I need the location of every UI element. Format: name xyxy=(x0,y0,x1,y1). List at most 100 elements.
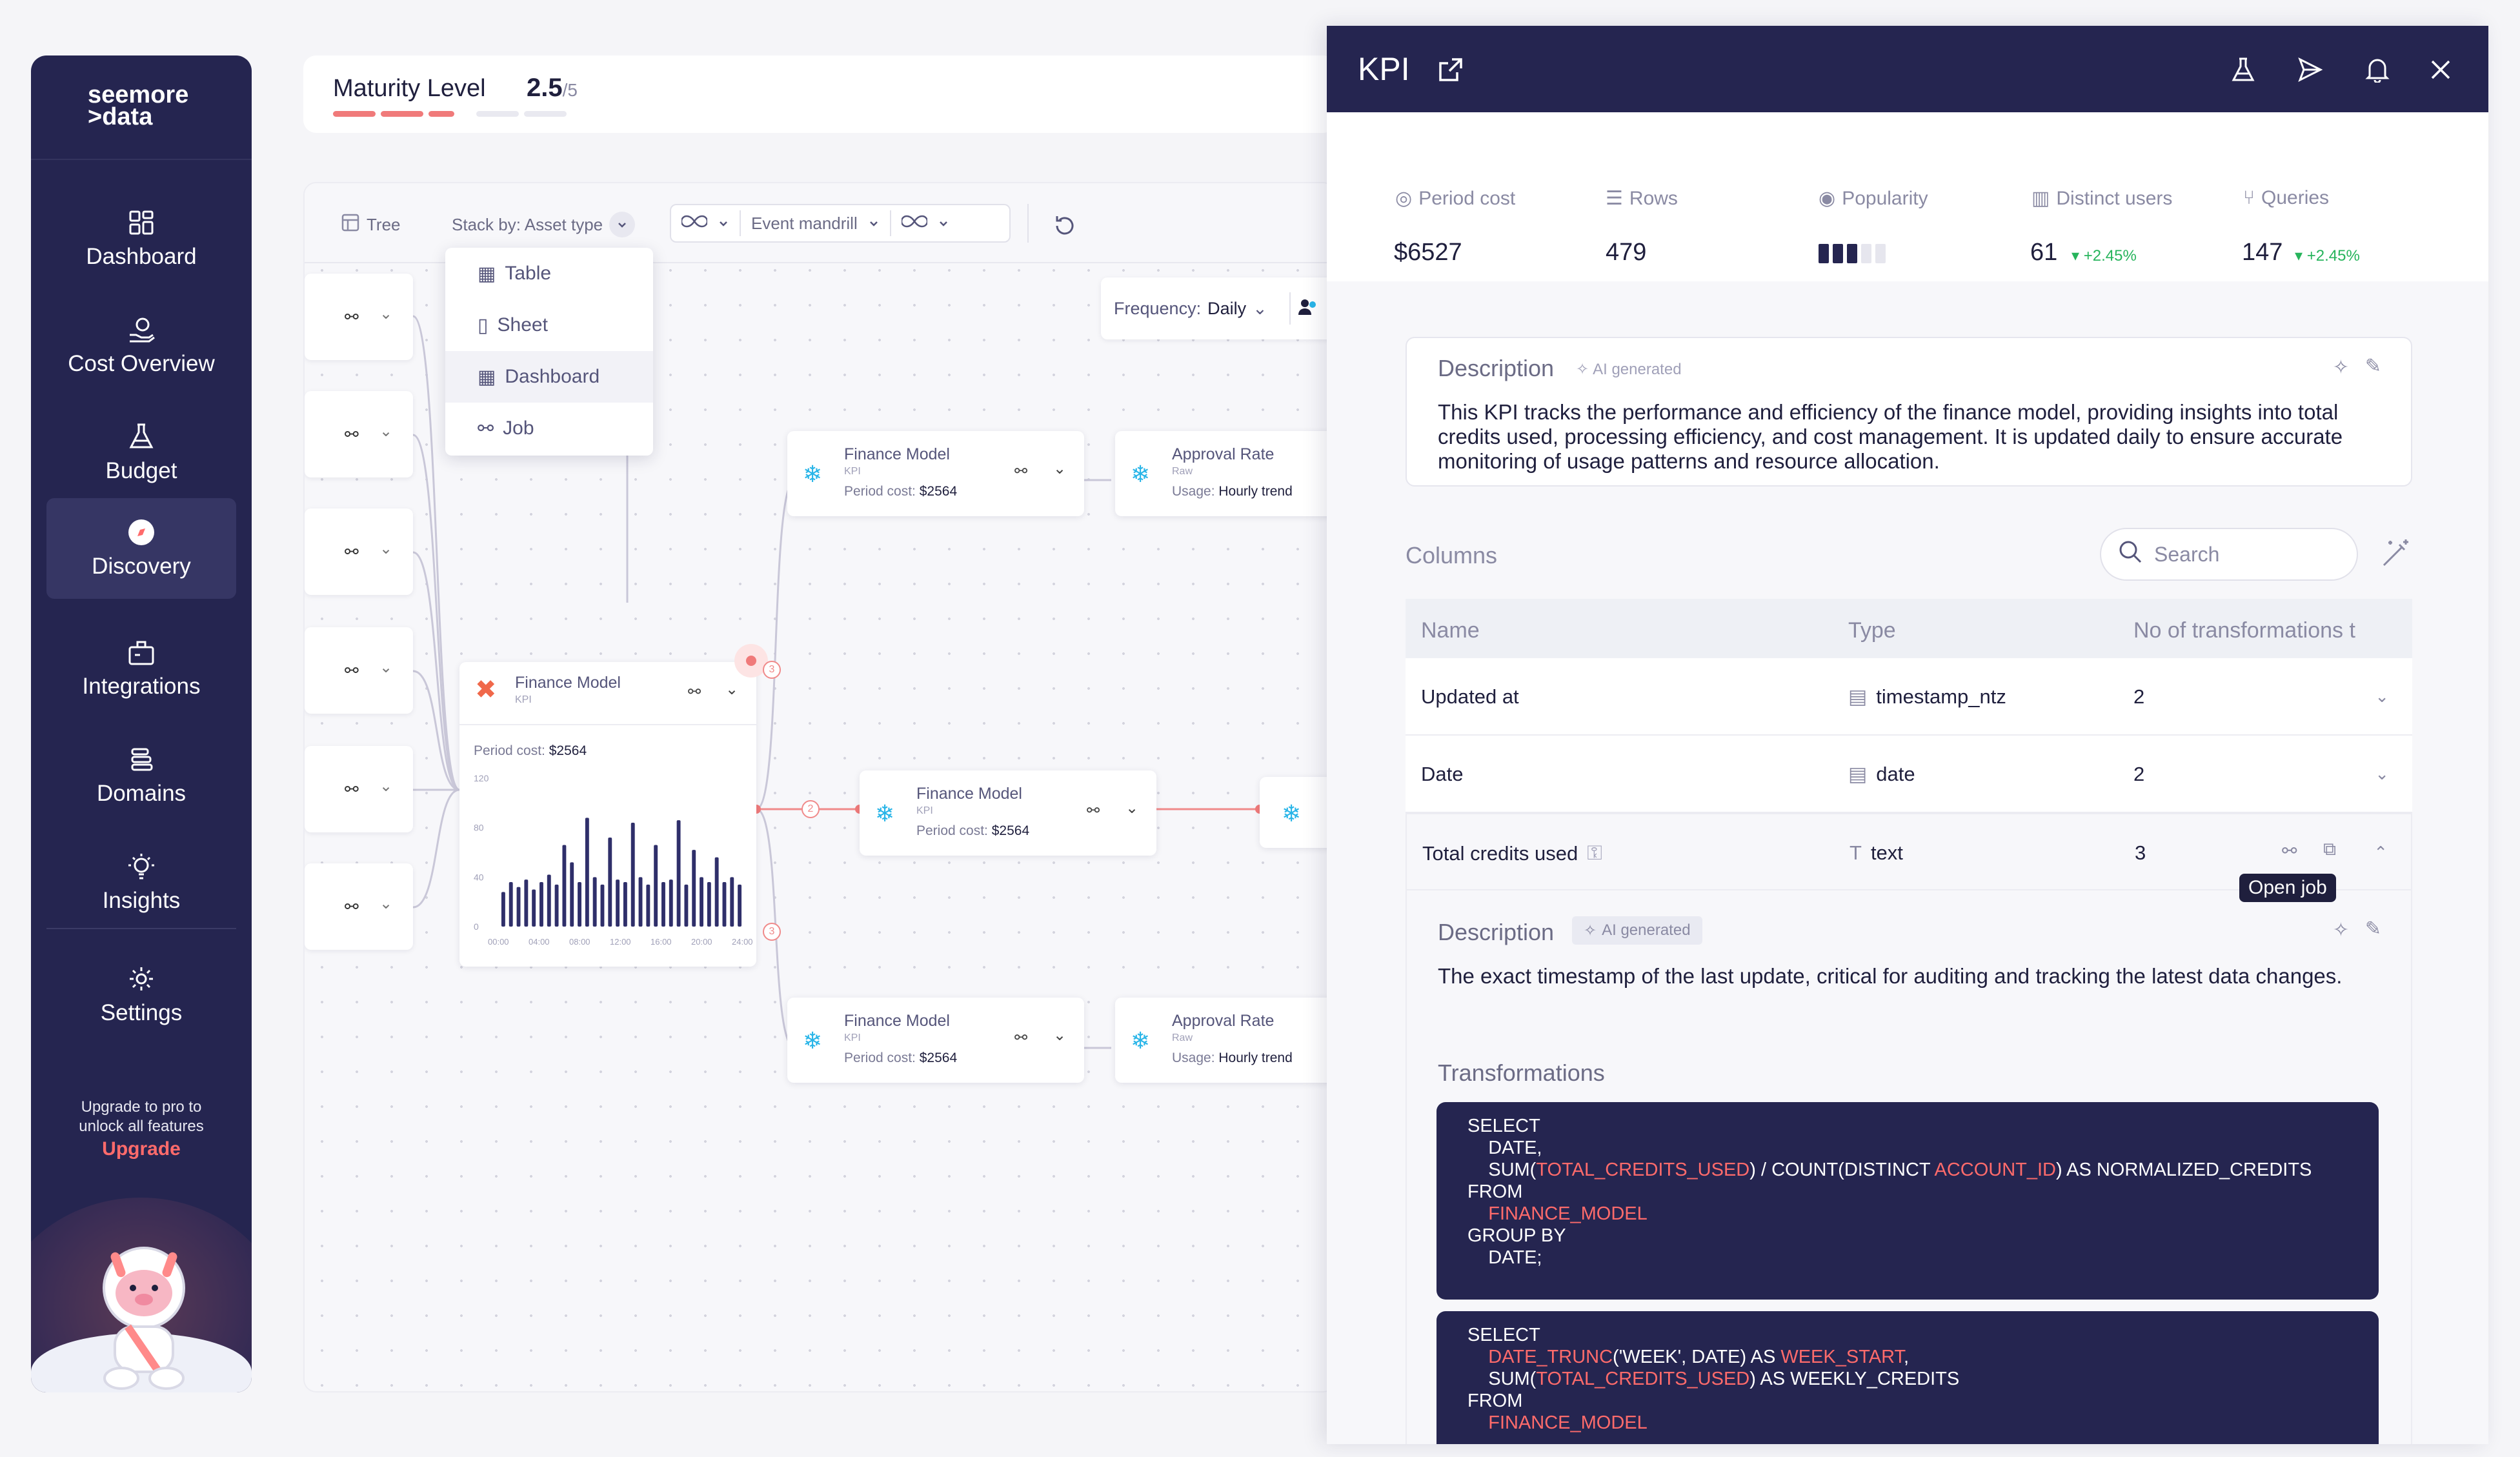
open-external-icon[interactable] xyxy=(1434,53,1467,86)
sidebar-item-discovery[interactable]: Discovery xyxy=(46,498,236,599)
sidebar-item-integrations[interactable]: Integrations xyxy=(46,618,236,719)
sql-token: ) AS NORMALIZED_CREDITS xyxy=(2056,1160,2312,1180)
edit-icon[interactable]: ✎ xyxy=(2364,356,2381,377)
link-icon[interactable]: ⚯ xyxy=(1087,802,1100,819)
send-icon[interactable] xyxy=(2293,53,2327,86)
text-type-icon: T xyxy=(1850,841,1862,864)
bell-icon[interactable] xyxy=(2361,53,2394,86)
chevron-down-icon[interactable]: ⌄ xyxy=(1125,799,1139,817)
link-icon[interactable]: ⚯ xyxy=(1014,463,1028,480)
users-icon[interactable] xyxy=(1297,297,1319,321)
column-header-type[interactable]: Type xyxy=(1848,618,1896,643)
table-row[interactable]: Date ▤ date 2 ⌄ xyxy=(1406,736,2412,813)
infinity-icon[interactable] xyxy=(900,214,928,234)
frequency-select[interactable]: Frequency: Daily ⌄ xyxy=(1101,277,1335,339)
sql-token: SUM( xyxy=(1467,1369,1537,1389)
table-row[interactable]: Updated at ▤ timestamp_ntz 2 ⌄ xyxy=(1406,658,2412,736)
dropdown-item-dashboard[interactable]: ▦ Dashboard xyxy=(445,351,653,403)
transformation-sql-2[interactable]: SELECT DATE_TRUNC('WEEK', DATE) AS WEEK_… xyxy=(1436,1311,2379,1444)
stack-by-select[interactable]: Stack by: Asset type xyxy=(452,206,636,243)
chevron-down-icon[interactable]: ⌄ xyxy=(1053,460,1067,477)
lineage-node[interactable]: ❄ Finance Model KPI Period cost: $2564 ⚯… xyxy=(860,770,1156,856)
link-icon[interactable]: ⚯ xyxy=(345,661,359,680)
chevron-down-icon[interactable]: ⌄ xyxy=(379,305,393,323)
sidebar-item-label: Dashboard xyxy=(86,244,197,269)
logo-line1: seemore xyxy=(88,81,189,108)
node-subtitle: KPI xyxy=(844,1032,861,1043)
lineage-node-selected[interactable]: ✖ Finance Model KPI ⚯ ⌄ Period cost: $25… xyxy=(459,662,756,967)
lineage-node[interactable]: ❄ xyxy=(1260,777,1335,848)
column-header-name[interactable]: Name xyxy=(1421,618,1480,643)
edge-count-badge[interactable]: 3 xyxy=(763,923,781,941)
tree-toggle[interactable]: Tree xyxy=(341,206,401,243)
sidebar-item-dashboard[interactable]: Dashboard xyxy=(46,188,236,289)
upgrade-link[interactable]: Upgrade xyxy=(102,1138,181,1160)
link-icon[interactable]: ⚯ xyxy=(345,897,359,916)
sidebar-item-cost-overview[interactable]: Cost Overview xyxy=(46,296,236,396)
chevron-up-icon[interactable]: ⌃ xyxy=(2374,843,2388,862)
reset-icon[interactable] xyxy=(1052,213,1078,242)
edit-icon[interactable]: ✎ xyxy=(2364,918,2381,940)
divider xyxy=(46,928,236,929)
edge-count-badge[interactable]: 2 xyxy=(801,800,820,818)
magic-wand-icon[interactable]: ✧ xyxy=(2332,357,2349,378)
chevron-down-icon[interactable] xyxy=(938,214,949,234)
sidebar-item-insights[interactable]: Insights xyxy=(46,832,236,933)
lineage-node[interactable]: ❄ Approval Rate Raw Usage: Hourly trend xyxy=(1115,998,1335,1083)
close-icon[interactable] xyxy=(2424,53,2457,86)
chevron-down-icon[interactable] xyxy=(718,214,729,234)
chevron-down-icon[interactable]: ⌄ xyxy=(379,423,393,440)
chevron-down-icon[interactable]: ⌄ xyxy=(2375,687,2389,706)
link-icon[interactable]: ⚯ xyxy=(345,542,359,561)
lineage-canvas[interactable]: Tree Stack by: Asset type Event mandrill xyxy=(303,182,1336,1392)
column-transform-count: 2 xyxy=(2133,685,2145,708)
link-icon[interactable]: ⚯ xyxy=(345,779,359,799)
upstream-node[interactable]: ⚯ ⌄ xyxy=(305,274,413,360)
chevron-down-icon[interactable]: ⌄ xyxy=(379,540,393,558)
chevron-down-icon[interactable]: ⌄ xyxy=(379,895,393,912)
dropdown-item-table[interactable]: ▦ Table xyxy=(445,248,653,299)
magic-wand-icon[interactable]: ✧ xyxy=(2332,919,2349,941)
chevron-down-icon[interactable]: ⌄ xyxy=(1053,1027,1067,1044)
link-icon[interactable]: ⚯ xyxy=(345,307,359,327)
open-job-icon[interactable]: ⧉ xyxy=(2323,839,2336,859)
link-icon[interactable]: ⚯ xyxy=(1014,1029,1028,1047)
sql-token: ) / COUNT(DISTINCT xyxy=(1749,1160,1935,1180)
link-icon[interactable]: ⚯ xyxy=(2282,841,2297,861)
link-icon[interactable]: ⚯ xyxy=(688,683,701,701)
dollar-icon: ◎ xyxy=(1395,188,1413,209)
flask-icon[interactable] xyxy=(2226,53,2260,86)
transformation-sql-1[interactable]: SELECT DATE, SUM(TOTAL_CREDITS_USED) / C… xyxy=(1436,1102,2379,1300)
sidebar-item-budget[interactable]: Budget xyxy=(46,403,236,503)
logo[interactable]: seemore >data xyxy=(88,81,189,129)
chevron-down-icon[interactable]: ⌄ xyxy=(2375,764,2389,783)
event-select[interactable]: Event mandrill xyxy=(751,213,858,233)
upstream-node[interactable]: ⚯ ⌄ xyxy=(305,863,413,950)
infinity-icon[interactable] xyxy=(680,214,709,234)
upstream-node[interactable]: ⚯ ⌄ xyxy=(305,627,413,714)
chart-bar xyxy=(501,892,505,927)
lineage-node[interactable]: ❄ Finance Model KPI Period cost: $2564 ⚯… xyxy=(787,431,1084,516)
chevron-down-icon[interactable]: ⌄ xyxy=(725,681,739,698)
chevron-down-icon[interactable]: ⌄ xyxy=(379,778,393,795)
chart-bar xyxy=(700,877,703,927)
upstream-node[interactable]: ⚯ ⌄ xyxy=(305,746,413,832)
dropdown-item-job[interactable]: ⚯ Job xyxy=(445,403,653,454)
lineage-node[interactable]: ❄ Approval Rate Raw Usage: Hourly trend xyxy=(1115,431,1335,516)
stat-label-text: Popularity xyxy=(1842,187,1928,209)
column-header-transformations[interactable]: No of transformations t xyxy=(2133,618,2355,643)
upgrade-line1: Upgrade to pro to xyxy=(81,1098,202,1116)
sidebar-item-domains[interactable]: Domains xyxy=(46,725,236,826)
chevron-down-icon[interactable]: ⌄ xyxy=(379,659,393,676)
chevron-down-icon[interactable] xyxy=(868,214,880,234)
upstream-node[interactable]: ⚯ ⌄ xyxy=(305,508,413,595)
link-icon[interactable]: ⚯ xyxy=(345,425,359,444)
lineage-node[interactable]: ❄ Finance Model KPI Period cost: $2564 ⚯… xyxy=(787,998,1084,1083)
alert-dot[interactable] xyxy=(734,644,768,678)
upstream-node[interactable]: ⚯ ⌄ xyxy=(305,391,413,477)
edge-count-badge[interactable]: 3 xyxy=(763,661,781,679)
columns-search-input[interactable]: Search xyxy=(2100,528,2358,581)
magic-wand-icon[interactable] xyxy=(2380,537,2412,572)
dropdown-item-sheet[interactable]: ▯ Sheet xyxy=(445,299,653,351)
sidebar-item-settings[interactable]: Settings xyxy=(46,945,236,1045)
